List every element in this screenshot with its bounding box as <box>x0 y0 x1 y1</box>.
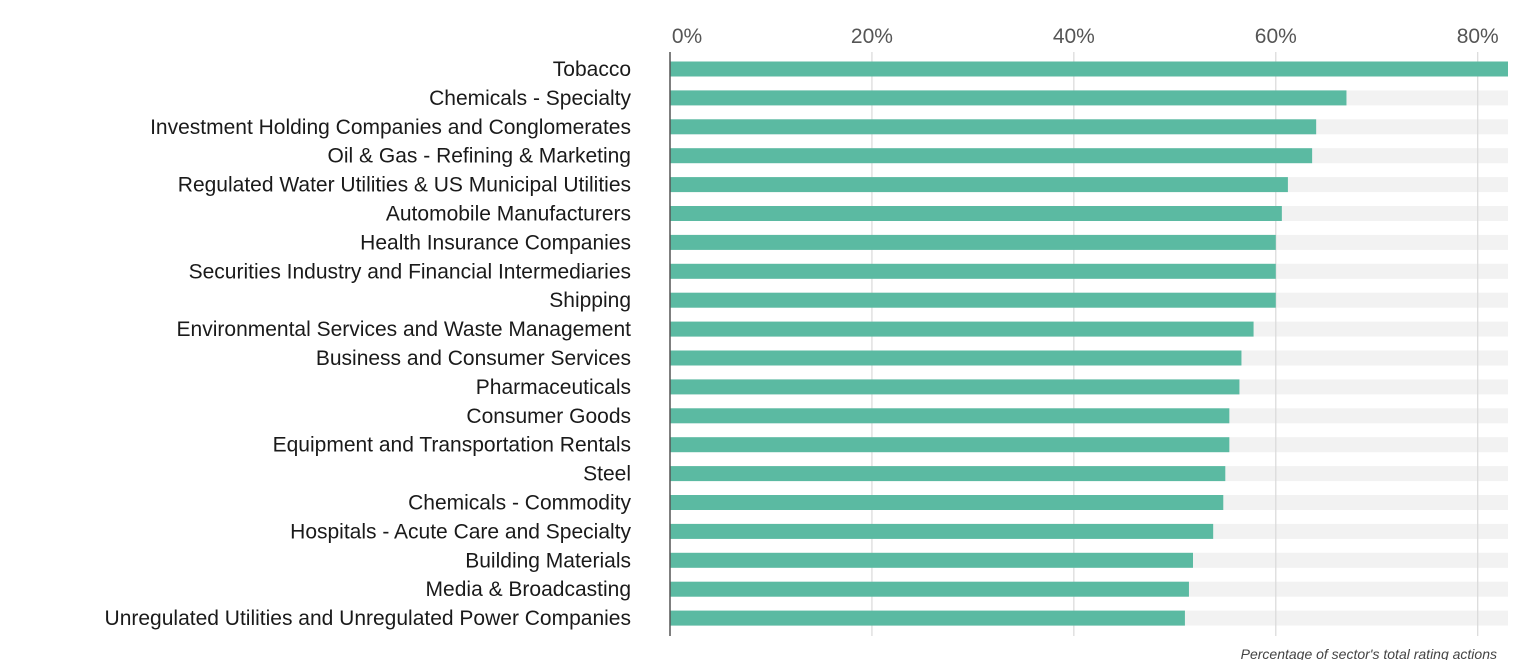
bar <box>670 119 1317 135</box>
bar <box>670 234 1276 250</box>
category-label: Oil & Gas - Refining & Marketing <box>328 145 631 168</box>
x-axis-title: Percentage of sector's total rating acti… <box>1241 646 1497 660</box>
bar <box>670 437 1230 453</box>
category-label: Equipment and Transportation Rentals <box>273 434 631 457</box>
category-label: Chemicals - Specialty <box>429 87 631 110</box>
x-tick-label: 20% <box>851 25 893 48</box>
bar <box>670 379 1240 395</box>
bar-layer <box>670 61 1508 626</box>
x-tick-label: 60% <box>1255 25 1297 48</box>
bar <box>670 177 1288 193</box>
bar <box>670 495 1224 510</box>
category-label: Chemicals - Commodity <box>408 492 631 515</box>
bar <box>670 466 1226 482</box>
x-tick-label: 0% <box>672 25 702 48</box>
gridlines <box>871 52 1479 636</box>
category-label: Regulated Water Utilities & US Municipal… <box>178 174 631 197</box>
category-label: Environmental Services and Waste Managem… <box>177 318 632 341</box>
bar <box>670 350 1242 366</box>
x-tick-label: 40% <box>1053 25 1095 48</box>
x-tick-label: 80% <box>1457 25 1499 48</box>
category-label: Shipping <box>549 289 631 312</box>
category-label: Building Materials <box>465 549 631 572</box>
bar <box>670 90 1347 106</box>
category-label: Investment Holding Companies and Conglom… <box>150 116 631 139</box>
category-label: Pharmaceuticals <box>476 376 631 399</box>
category-label: Hospitals - Acute Care and Specialty <box>290 520 631 543</box>
bar-track-layer <box>670 61 1508 626</box>
bar <box>670 523 1214 539</box>
category-label: Business and Consumer Services <box>316 347 631 370</box>
x-tick-labels: 0% 20% 40% 60% 80% <box>672 25 1499 48</box>
bar <box>670 206 1282 221</box>
category-label: Tobacco <box>553 58 631 81</box>
category-label: Steel <box>583 463 631 486</box>
category-labels: Tobacco Chemicals - Specialty Investment H… <box>105 58 632 630</box>
category-label: Securities Industry and Financial Interm… <box>189 260 631 283</box>
bar <box>670 610 1185 626</box>
category-label: Automobile Manufacturers <box>386 203 631 226</box>
category-label: Health Insurance Companies <box>360 231 631 254</box>
category-label: Media & Broadcasting <box>426 578 631 601</box>
bar <box>670 552 1193 568</box>
bar <box>670 263 1276 279</box>
bar <box>670 292 1276 308</box>
category-label: Unregulated Utilities and Unregulated Po… <box>105 607 631 630</box>
category-label: Consumer Goods <box>466 405 631 428</box>
bar <box>670 61 1508 77</box>
bar <box>670 148 1313 164</box>
bar <box>670 408 1230 424</box>
bar <box>670 321 1254 337</box>
bar <box>670 581 1189 597</box>
